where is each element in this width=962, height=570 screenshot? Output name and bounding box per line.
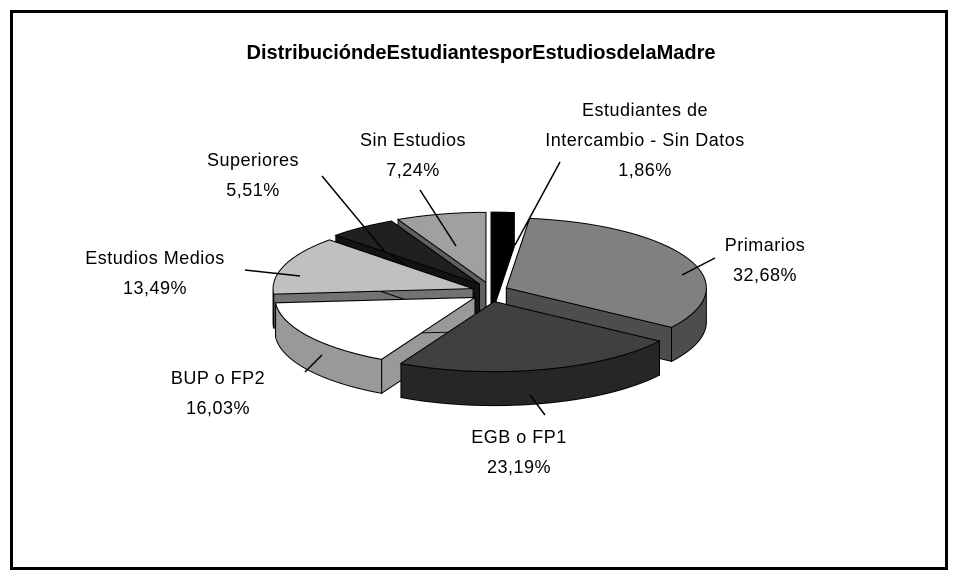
leader-line xyxy=(514,161,561,246)
slice xyxy=(272,239,474,295)
slice-label: Estudiantes de Intercambio - Sin Datos 1,… xyxy=(545,95,745,185)
category-label: Estudios Medios xyxy=(85,248,225,268)
leader-line xyxy=(681,257,716,276)
value-label: 16,03% xyxy=(185,398,251,418)
category-label: Sin Estudios xyxy=(359,130,467,150)
value-label: 32,68% xyxy=(732,265,798,285)
value-label: 7,24% xyxy=(386,160,440,180)
slice-label: Sin Estudios 7,24% xyxy=(343,125,483,185)
leader-line xyxy=(244,269,301,277)
slice xyxy=(274,296,477,360)
slice-label: Superiores 5,51% xyxy=(183,145,323,205)
slice-label: Primarios 32,68% xyxy=(705,230,825,290)
slice xyxy=(505,217,707,328)
value-label: 13,49% xyxy=(122,278,188,298)
leader-line xyxy=(529,394,546,416)
value-label: 5,51% xyxy=(226,180,280,200)
slice xyxy=(396,211,487,284)
category-label: Superiores xyxy=(206,150,300,170)
chart-title: DistribucióndeEstudiantesporEstudiosdela… xyxy=(246,42,716,64)
category-label: Primarios xyxy=(724,235,806,255)
leader-line xyxy=(321,175,386,253)
page: DistribucióndeEstudiantesporEstudiosdela… xyxy=(10,10,948,570)
leader-line xyxy=(304,354,323,373)
chart xyxy=(244,161,716,416)
slice-label: EGB o FP1 23,19% xyxy=(459,422,579,482)
category-label: Estudiantes de Intercambio - Sin Datos xyxy=(545,100,745,150)
slice xyxy=(490,211,516,283)
slice xyxy=(399,301,661,373)
slice-label: BUP o FP2 16,03% xyxy=(158,363,278,423)
leader-line xyxy=(419,189,457,247)
slice-label: Estudios Medios 13,49% xyxy=(55,243,255,303)
category-label: BUP o FP2 xyxy=(170,368,266,388)
value-label: 1,86% xyxy=(618,160,672,180)
category-label: EGB o FP1 xyxy=(471,427,567,447)
value-label: 23,19% xyxy=(486,457,552,477)
